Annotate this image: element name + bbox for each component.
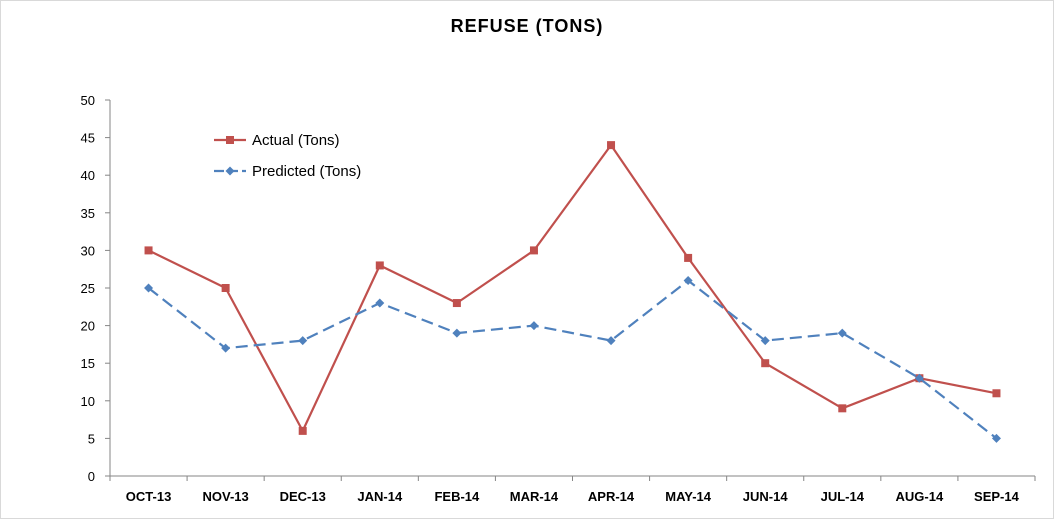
data-point-marker (992, 389, 1001, 398)
data-point-marker (298, 336, 308, 346)
data-point-marker (144, 246, 153, 255)
y-tick-label: 0 (88, 469, 95, 484)
y-tick-label: 50 (81, 93, 95, 108)
x-tick-label: NOV-13 (203, 489, 249, 504)
series-line-1 (148, 144, 997, 432)
y-tick-label: 25 (81, 281, 95, 296)
series-line-2 (147, 279, 998, 440)
legend-marker (226, 136, 234, 144)
data-point-marker (606, 336, 616, 346)
data-point-marker (607, 141, 616, 150)
y-tick-label: 10 (81, 394, 95, 409)
data-point-marker (683, 275, 693, 285)
y-tick-label: 20 (81, 319, 95, 334)
legend-label-2: Predicted (Tons) (252, 163, 361, 180)
x-tick-label: JUL-14 (821, 489, 865, 504)
y-tick-label: 15 (81, 356, 95, 371)
x-tick-label: OCT-13 (126, 489, 172, 504)
data-point-marker (221, 343, 231, 353)
data-point-marker (991, 433, 1001, 443)
data-point-marker (529, 321, 539, 331)
series-layer (144, 141, 1001, 443)
axes: 0 5 10 15 20 25 30 35 40 45 50 OCT-13 NOV-13 DEC-13 JA… (81, 93, 1036, 504)
legend-label-1: Actual (Tons) (252, 132, 340, 149)
y-tick-label: 45 (81, 131, 95, 146)
x-tick-label: FEB-14 (434, 489, 480, 504)
x-tick-label: JAN-14 (357, 489, 403, 504)
y-tick-label: 30 (81, 243, 95, 258)
x-tick-label: MAY-14 (665, 489, 712, 504)
data-point-marker (914, 373, 924, 383)
data-point-marker (375, 261, 384, 270)
data-point-marker (761, 359, 770, 368)
data-point-marker (221, 284, 230, 292)
data-point-marker (144, 283, 154, 293)
x-tick-label: SEP-14 (974, 489, 1020, 504)
x-tick-label: JUN-14 (743, 489, 789, 504)
y-tick-label: 5 (88, 431, 95, 446)
data-point-marker (375, 298, 385, 308)
legend: Actual (Tons) Predicted (Tons) (214, 132, 361, 180)
y-tick-label: 40 (81, 168, 95, 183)
x-tick-label: AUG-14 (896, 489, 944, 504)
legend-marker (225, 166, 235, 176)
data-point-marker (452, 299, 461, 308)
x-tick-label: MAR-14 (510, 489, 559, 504)
x-tick-label: APR-14 (588, 489, 635, 504)
y-tick-label: 35 (81, 206, 95, 221)
x-tick-label: DEC-13 (280, 489, 326, 504)
chart-title: REFUSE (TONS) (451, 16, 604, 36)
data-point-marker (298, 426, 307, 435)
data-point-marker (529, 246, 538, 255)
data-point-marker (452, 328, 462, 338)
data-point-marker (837, 328, 847, 338)
data-point-marker (838, 404, 847, 413)
data-point-marker (760, 336, 770, 346)
data-point-marker (684, 253, 693, 262)
